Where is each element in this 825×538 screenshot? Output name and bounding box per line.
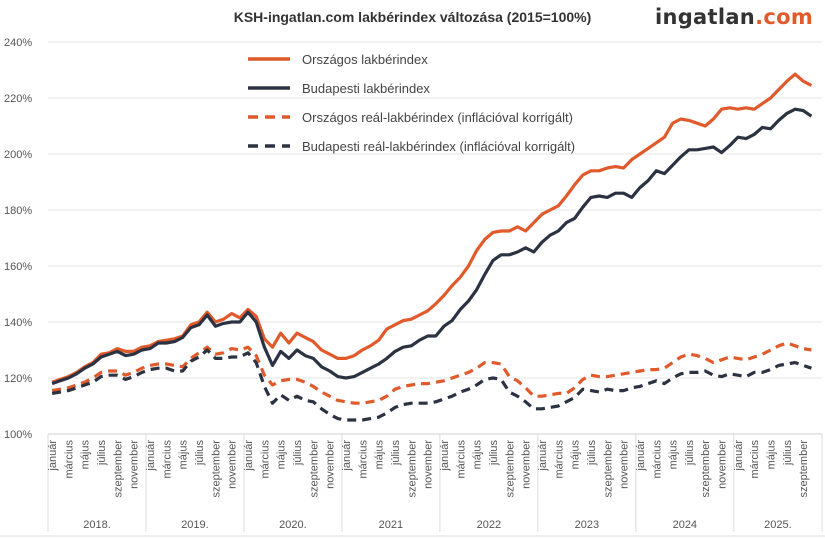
month-label: január bbox=[341, 440, 353, 472]
month-label: november bbox=[619, 440, 631, 489]
year-label: 2024 bbox=[673, 519, 697, 531]
month-label: március bbox=[259, 440, 271, 479]
year-label: 2022 bbox=[477, 519, 501, 531]
month-label: március bbox=[63, 440, 75, 479]
year-label: 2020. bbox=[279, 519, 307, 531]
month-label: november bbox=[423, 440, 435, 489]
month-label: július bbox=[684, 440, 696, 467]
chart-title: KSH-ingatlan.com lakbérindex változása (… bbox=[233, 9, 592, 25]
month-label: május bbox=[570, 440, 582, 470]
month-label: július bbox=[96, 440, 108, 467]
month-label: szeptember bbox=[504, 440, 516, 498]
year-label: 2023 bbox=[575, 519, 599, 531]
y-tick-label: 200% bbox=[4, 149, 32, 161]
logo-main: ingatlan bbox=[654, 5, 756, 29]
month-label: május bbox=[80, 440, 92, 470]
year-label: 2021 bbox=[379, 519, 403, 531]
month-label: május bbox=[374, 440, 386, 470]
y-tick-label: 220% bbox=[4, 93, 32, 105]
month-label: november bbox=[129, 440, 141, 489]
month-label: március bbox=[553, 440, 565, 479]
month-label: szeptember bbox=[406, 440, 418, 498]
month-label: november bbox=[521, 440, 533, 489]
legend-label: Budapesti lakbérindex bbox=[302, 81, 430, 96]
month-label: január bbox=[47, 440, 59, 472]
month-label: július bbox=[194, 440, 206, 467]
legend-label: Országos lakbérindex bbox=[302, 52, 428, 67]
month-label: szeptember bbox=[798, 440, 810, 498]
y-tick-label: 160% bbox=[4, 261, 32, 273]
y-tick-label: 240% bbox=[4, 37, 32, 49]
month-label: március bbox=[749, 440, 761, 479]
series-line-3 bbox=[51, 341, 812, 405]
month-label: január bbox=[733, 440, 745, 472]
year-label: 2025. bbox=[764, 519, 792, 531]
month-label: május bbox=[766, 440, 778, 470]
month-label: március bbox=[455, 440, 467, 479]
year-label: 2018. bbox=[83, 519, 111, 531]
series-line-1 bbox=[51, 72, 813, 384]
month-label: november bbox=[717, 440, 729, 489]
month-label: március bbox=[357, 440, 369, 479]
month-label: július bbox=[586, 440, 598, 467]
logo-suffix: .com bbox=[755, 5, 813, 29]
month-label: március bbox=[161, 440, 173, 479]
series-line-2 bbox=[51, 107, 813, 386]
month-label: január bbox=[243, 440, 255, 472]
month-label: január bbox=[635, 440, 647, 472]
month-label: május bbox=[668, 440, 680, 470]
legend-label: Budapesti reál-lakbérindex (inflációval … bbox=[302, 139, 575, 154]
year-label: 2019. bbox=[181, 519, 209, 531]
month-label: március bbox=[651, 440, 663, 479]
month-label: szeptember bbox=[602, 440, 614, 498]
ingatlan-logo: ingatlan.com bbox=[655, 5, 813, 29]
month-label: július bbox=[390, 440, 402, 467]
month-label: november bbox=[325, 440, 337, 489]
month-label: május bbox=[276, 440, 288, 470]
series-line-4 bbox=[51, 348, 812, 422]
month-label: július bbox=[488, 440, 500, 467]
y-tick-label: 140% bbox=[4, 317, 32, 329]
legend-label: Országos reál-lakbérindex (inflációval k… bbox=[302, 110, 573, 125]
month-label: szeptember bbox=[700, 440, 712, 498]
month-label: július bbox=[292, 440, 304, 467]
month-label: január bbox=[439, 440, 451, 472]
month-label: január bbox=[145, 440, 157, 472]
month-label: május bbox=[472, 440, 484, 470]
month-label: szeptember bbox=[112, 440, 124, 498]
month-label: november bbox=[227, 440, 239, 489]
y-tick-label: 180% bbox=[4, 205, 32, 217]
month-label: szeptember bbox=[308, 440, 320, 498]
month-label: január bbox=[537, 440, 549, 472]
month-label: szeptember bbox=[210, 440, 222, 498]
month-label: július bbox=[782, 440, 794, 467]
y-tick-label: 100% bbox=[4, 429, 32, 441]
y-tick-label: 120% bbox=[4, 373, 32, 385]
month-label: május bbox=[178, 440, 190, 470]
